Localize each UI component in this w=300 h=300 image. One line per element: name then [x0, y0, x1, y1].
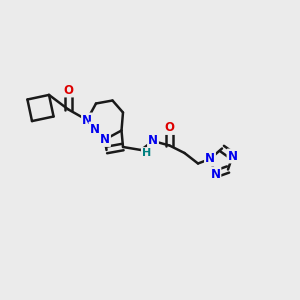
Text: N: N [89, 122, 100, 136]
Text: N: N [205, 152, 215, 166]
Text: H: H [142, 148, 151, 158]
Text: N: N [148, 134, 158, 148]
Text: O: O [164, 121, 175, 134]
Text: N: N [227, 149, 238, 163]
Text: N: N [82, 113, 92, 127]
Text: N: N [100, 133, 110, 146]
Text: N: N [210, 167, 220, 181]
Text: O: O [63, 83, 74, 97]
